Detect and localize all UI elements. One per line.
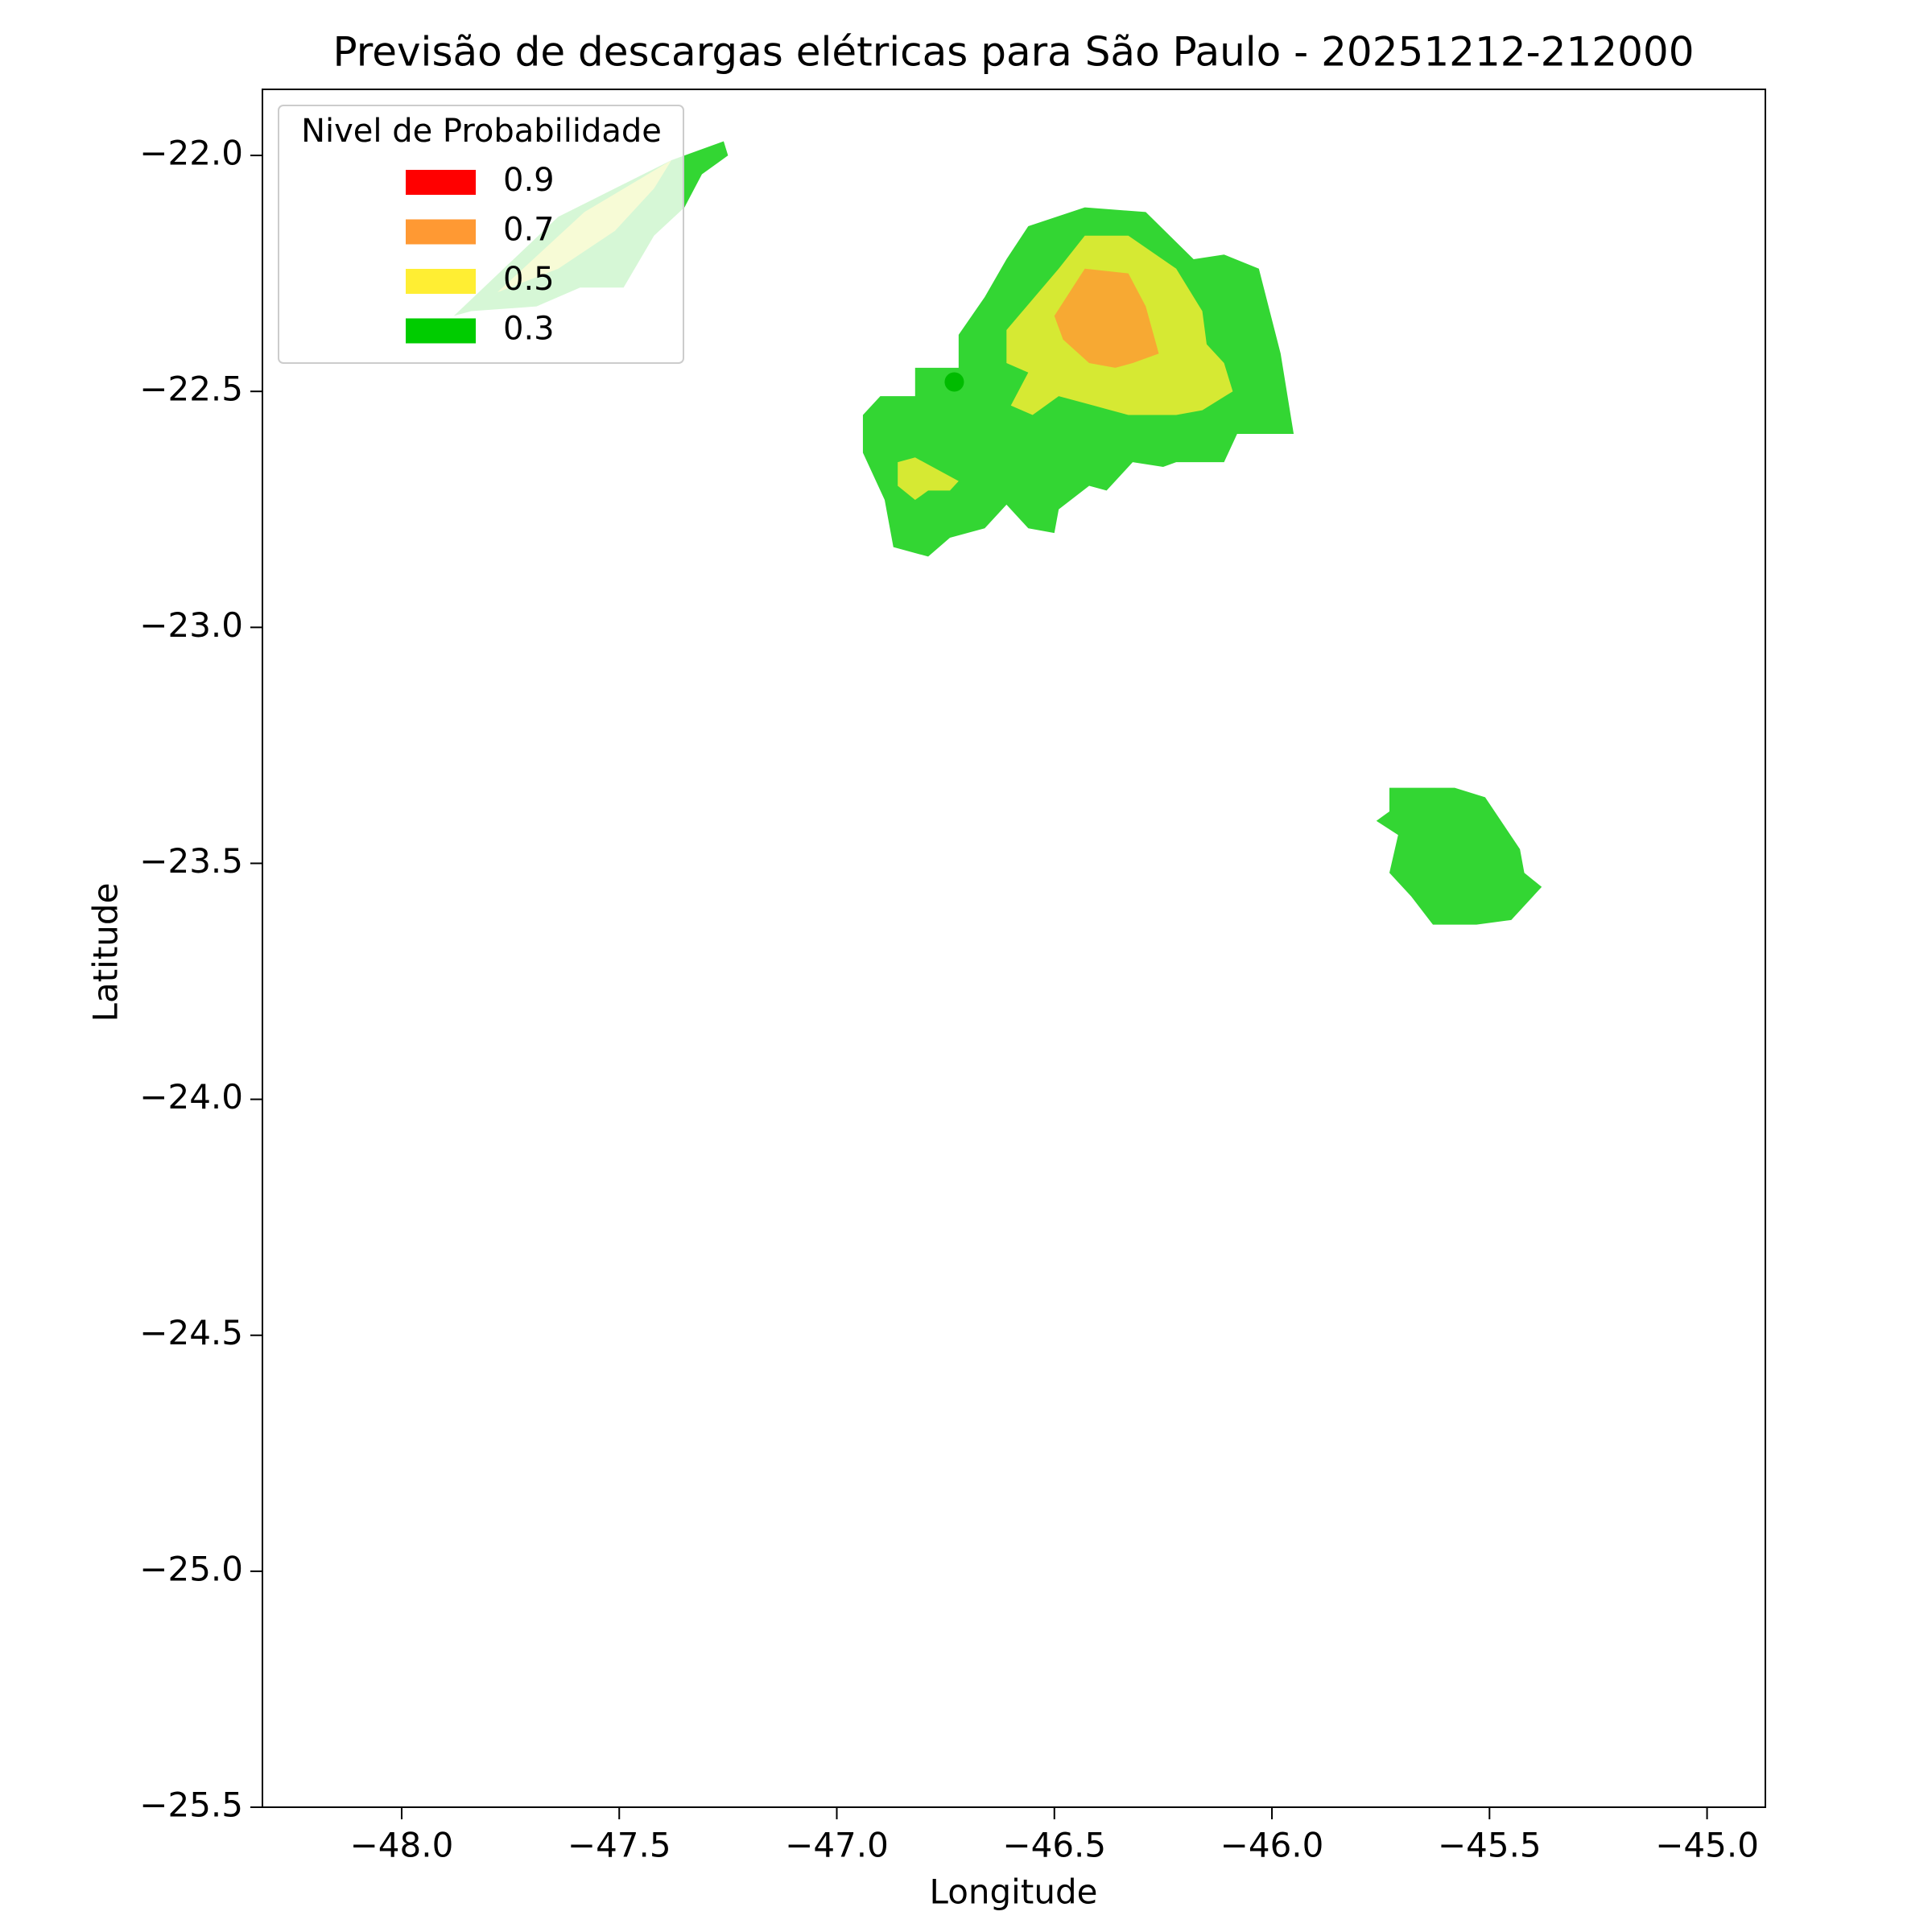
legend-label: 0.5	[503, 261, 555, 298]
y-tick-label: −24.5	[139, 1313, 243, 1352]
x-tick-label: −46.5	[1002, 1826, 1106, 1865]
y-tick-label: −24.0	[139, 1077, 243, 1117]
legend-title: Nivel de Probabilidade	[301, 113, 662, 150]
probability-region	[1376, 787, 1542, 925]
y-tick-label: −22.5	[139, 369, 243, 409]
x-tick-label: −46.0	[1220, 1826, 1324, 1865]
legend-swatch	[406, 318, 476, 344]
x-tick-label: −45.0	[1655, 1826, 1759, 1865]
x-tick-label: −48.0	[350, 1826, 454, 1865]
legend-label: 0.9	[503, 162, 555, 199]
legend-label: 0.3	[503, 311, 555, 348]
y-tick-label: −23.0	[139, 605, 243, 645]
legend-swatch	[406, 219, 476, 245]
y-tick-label: −25.0	[139, 1549, 243, 1588]
y-tick-label: −22.0	[139, 134, 243, 173]
chart-title: Previsão de descargas elétricas para São…	[332, 29, 1694, 76]
legend-frame	[278, 105, 684, 364]
legend-swatch	[406, 170, 476, 195]
x-axis-label: Longitude	[930, 1872, 1098, 1912]
legend: Nivel de Probabilidade 0.9 0.7 0.5 0.3	[278, 105, 684, 364]
x-tick-label: −47.5	[568, 1826, 671, 1865]
legend-label: 0.7	[503, 212, 555, 249]
y-axis-label: Latitude	[86, 883, 126, 1022]
probability-region	[1054, 268, 1159, 368]
probability-region	[898, 457, 959, 501]
plot-frame	[262, 89, 1766, 1808]
x-tick-label: −45.5	[1438, 1826, 1542, 1865]
x-tick-label: −47.0	[785, 1826, 889, 1865]
point	[944, 372, 964, 392]
legend-swatch	[406, 269, 476, 294]
y-tick-label: −25.5	[139, 1785, 243, 1825]
y-tick-label: −23.5	[139, 841, 243, 881]
